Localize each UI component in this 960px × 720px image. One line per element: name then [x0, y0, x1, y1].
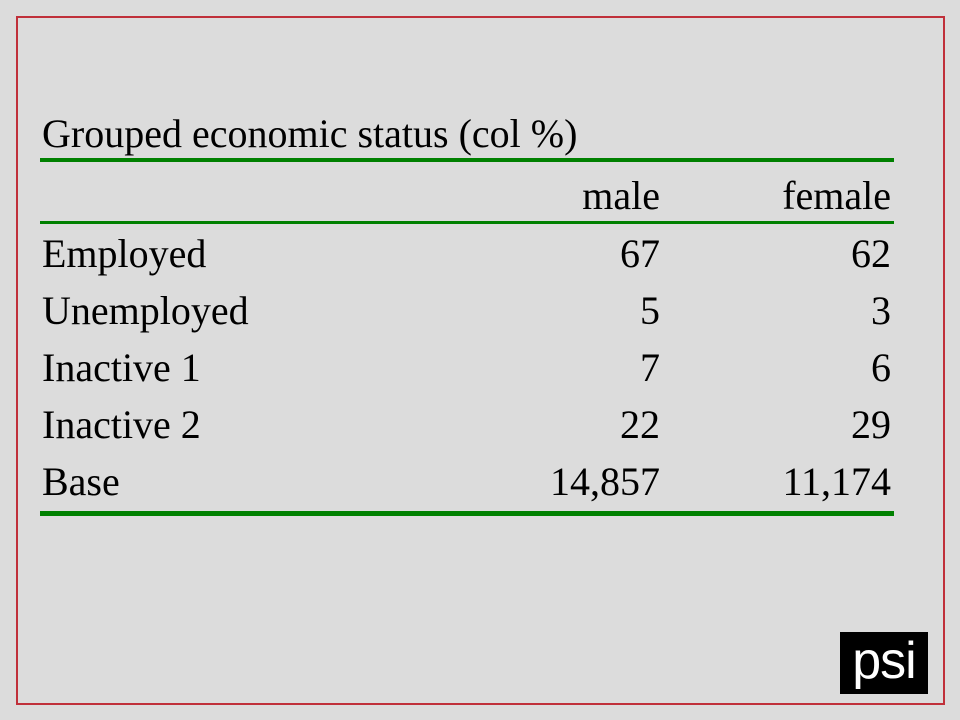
cell: 62	[851, 231, 891, 276]
row-label: Base	[42, 459, 120, 504]
cell: 14,857	[550, 459, 660, 504]
table-title: Grouped economic status (col %)	[42, 111, 578, 156]
cell: 7	[640, 345, 660, 390]
bottom-rule	[40, 511, 894, 516]
row-label: Employed	[42, 231, 207, 276]
logo: psi	[840, 632, 928, 694]
cell: 3	[871, 288, 891, 333]
column-header: male	[582, 173, 660, 218]
cell: 67	[620, 231, 660, 276]
row-label: Unemployed	[42, 288, 249, 333]
cell: 11,174	[782, 459, 891, 504]
header-rule	[40, 221, 894, 224]
cell: 29	[851, 402, 891, 447]
row-label: Inactive 1	[42, 345, 201, 390]
top-rule	[40, 158, 894, 162]
row-label: Inactive 2	[42, 402, 201, 447]
cell: 6	[871, 345, 891, 390]
cell: 22	[620, 402, 660, 447]
column-header: female	[782, 173, 891, 218]
frame	[16, 16, 945, 705]
cell: 5	[640, 288, 660, 333]
